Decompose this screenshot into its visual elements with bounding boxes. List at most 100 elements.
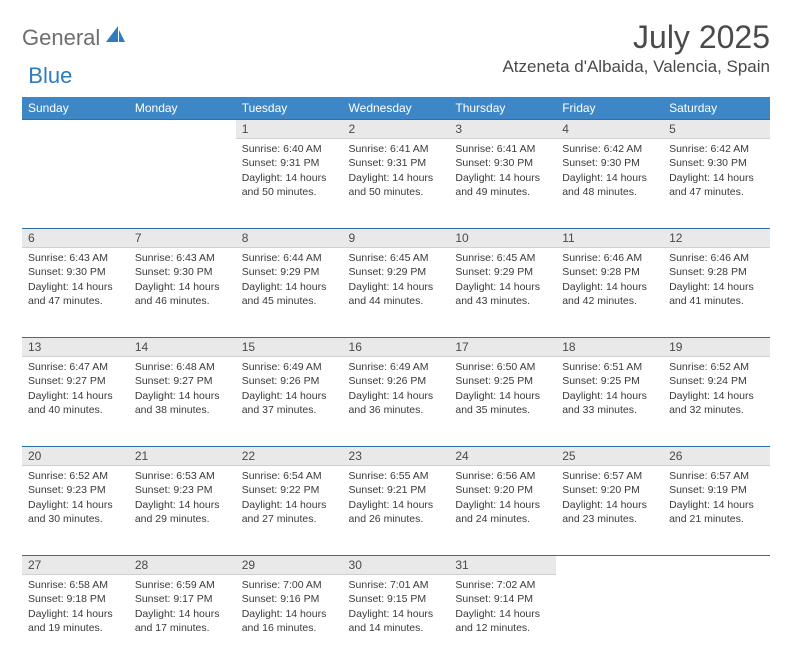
daynum-row: 20212223242526 — [22, 447, 770, 466]
day-cell: Sunrise: 6:40 AMSunset: 9:31 PMDaylight:… — [236, 139, 343, 229]
day-number: 11 — [556, 229, 663, 247]
day-details: Sunrise: 6:42 AMSunset: 9:30 PMDaylight:… — [663, 139, 770, 205]
day-details: Sunrise: 6:51 AMSunset: 9:25 PMDaylight:… — [556, 357, 663, 423]
day-cell: Sunrise: 6:45 AMSunset: 9:29 PMDaylight:… — [449, 248, 556, 338]
day-details: Sunrise: 6:55 AMSunset: 9:21 PMDaylight:… — [343, 466, 450, 532]
day-cell: Sunrise: 6:49 AMSunset: 9:26 PMDaylight:… — [343, 357, 450, 447]
day-details — [663, 575, 770, 584]
calendar-table: Sunday Monday Tuesday Wednesday Thursday… — [22, 97, 770, 665]
weekday-header-row: Sunday Monday Tuesday Wednesday Thursday… — [22, 97, 770, 120]
day-number: 27 — [22, 556, 129, 574]
day-number: 13 — [22, 338, 129, 356]
daynum-cell: 10 — [449, 229, 556, 248]
day-number: 17 — [449, 338, 556, 356]
day-cell: Sunrise: 6:46 AMSunset: 9:28 PMDaylight:… — [556, 248, 663, 338]
daynum-row: 2728293031 — [22, 556, 770, 575]
day-details: Sunrise: 6:52 AMSunset: 9:23 PMDaylight:… — [22, 466, 129, 532]
day-cell: Sunrise: 7:00 AMSunset: 9:16 PMDaylight:… — [236, 575, 343, 665]
day-details: Sunrise: 7:02 AMSunset: 9:14 PMDaylight:… — [449, 575, 556, 641]
day-cell: Sunrise: 6:56 AMSunset: 9:20 PMDaylight:… — [449, 466, 556, 556]
day-number: 9 — [343, 229, 450, 247]
daynum-cell: 18 — [556, 338, 663, 357]
day-cell: Sunrise: 6:43 AMSunset: 9:30 PMDaylight:… — [129, 248, 236, 338]
day-details — [22, 139, 129, 148]
day-details: Sunrise: 7:00 AMSunset: 9:16 PMDaylight:… — [236, 575, 343, 641]
daynum-cell: 24 — [449, 447, 556, 466]
daynum-cell: 31 — [449, 556, 556, 575]
day-details: Sunrise: 6:43 AMSunset: 9:30 PMDaylight:… — [129, 248, 236, 314]
logo-sail-icon — [104, 24, 126, 51]
day-details: Sunrise: 6:43 AMSunset: 9:30 PMDaylight:… — [22, 248, 129, 314]
day-details: Sunrise: 6:41 AMSunset: 9:31 PMDaylight:… — [343, 139, 450, 205]
day-number: 18 — [556, 338, 663, 356]
daynum-cell: 23 — [343, 447, 450, 466]
day-cell: Sunrise: 6:42 AMSunset: 9:30 PMDaylight:… — [663, 139, 770, 229]
day-details: Sunrise: 6:44 AMSunset: 9:29 PMDaylight:… — [236, 248, 343, 314]
weekday-header: Tuesday — [236, 97, 343, 120]
week-row: Sunrise: 6:58 AMSunset: 9:18 PMDaylight:… — [22, 575, 770, 665]
daynum-cell: 17 — [449, 338, 556, 357]
weekday-header: Thursday — [449, 97, 556, 120]
daynum-row: 6789101112 — [22, 229, 770, 248]
logo-text-general: General — [22, 25, 100, 51]
day-details — [129, 139, 236, 148]
day-number: 21 — [129, 447, 236, 465]
daynum-cell: 3 — [449, 120, 556, 139]
day-cell: Sunrise: 6:59 AMSunset: 9:17 PMDaylight:… — [129, 575, 236, 665]
day-number: 31 — [449, 556, 556, 574]
daynum-cell: 1 — [236, 120, 343, 139]
daynum-cell: 11 — [556, 229, 663, 248]
daynum-cell: 2 — [343, 120, 450, 139]
daynum-cell: 9 — [343, 229, 450, 248]
daynum-cell: 27 — [22, 556, 129, 575]
calendar-body: 12345Sunrise: 6:40 AMSunset: 9:31 PMDayl… — [22, 120, 770, 665]
daynum-cell — [663, 556, 770, 575]
daynum-cell: 4 — [556, 120, 663, 139]
daynum-cell: 15 — [236, 338, 343, 357]
day-number: 3 — [449, 120, 556, 138]
week-row: Sunrise: 6:52 AMSunset: 9:23 PMDaylight:… — [22, 466, 770, 556]
daynum-cell — [556, 556, 663, 575]
day-number: 24 — [449, 447, 556, 465]
daynum-cell: 13 — [22, 338, 129, 357]
weekday-header: Wednesday — [343, 97, 450, 120]
day-cell — [663, 575, 770, 665]
day-details: Sunrise: 6:57 AMSunset: 9:19 PMDaylight:… — [663, 466, 770, 532]
day-details: Sunrise: 6:48 AMSunset: 9:27 PMDaylight:… — [129, 357, 236, 423]
weekday-header: Monday — [129, 97, 236, 120]
week-row: Sunrise: 6:40 AMSunset: 9:31 PMDaylight:… — [22, 139, 770, 229]
daynum-cell: 21 — [129, 447, 236, 466]
day-cell: Sunrise: 6:46 AMSunset: 9:28 PMDaylight:… — [663, 248, 770, 338]
daynum-cell: 30 — [343, 556, 450, 575]
day-cell: Sunrise: 6:52 AMSunset: 9:24 PMDaylight:… — [663, 357, 770, 447]
day-cell: Sunrise: 6:45 AMSunset: 9:29 PMDaylight:… — [343, 248, 450, 338]
day-cell: Sunrise: 6:53 AMSunset: 9:23 PMDaylight:… — [129, 466, 236, 556]
day-number: 8 — [236, 229, 343, 247]
day-details: Sunrise: 6:53 AMSunset: 9:23 PMDaylight:… — [129, 466, 236, 532]
day-details: Sunrise: 6:42 AMSunset: 9:30 PMDaylight:… — [556, 139, 663, 205]
page: General July 2025 Atzeneta d'Albaida, Va… — [0, 0, 792, 612]
day-cell: Sunrise: 6:47 AMSunset: 9:27 PMDaylight:… — [22, 357, 129, 447]
day-number: 7 — [129, 229, 236, 247]
day-cell — [556, 575, 663, 665]
day-cell: Sunrise: 6:42 AMSunset: 9:30 PMDaylight:… — [556, 139, 663, 229]
daynum-cell: 12 — [663, 229, 770, 248]
day-cell — [129, 139, 236, 229]
daynum-cell: 5 — [663, 120, 770, 139]
day-cell — [22, 139, 129, 229]
day-cell: Sunrise: 6:49 AMSunset: 9:26 PMDaylight:… — [236, 357, 343, 447]
day-details: Sunrise: 6:56 AMSunset: 9:20 PMDaylight:… — [449, 466, 556, 532]
day-cell: Sunrise: 6:57 AMSunset: 9:19 PMDaylight:… — [663, 466, 770, 556]
day-cell: Sunrise: 6:41 AMSunset: 9:31 PMDaylight:… — [343, 139, 450, 229]
daynum-cell — [129, 120, 236, 139]
day-number: 26 — [663, 447, 770, 465]
day-details — [556, 575, 663, 584]
day-details: Sunrise: 6:57 AMSunset: 9:20 PMDaylight:… — [556, 466, 663, 532]
day-number: 22 — [236, 447, 343, 465]
day-cell: Sunrise: 6:54 AMSunset: 9:22 PMDaylight:… — [236, 466, 343, 556]
day-number: 19 — [663, 338, 770, 356]
day-cell: Sunrise: 6:50 AMSunset: 9:25 PMDaylight:… — [449, 357, 556, 447]
day-details: Sunrise: 6:59 AMSunset: 9:17 PMDaylight:… — [129, 575, 236, 641]
day-number: 30 — [343, 556, 450, 574]
day-cell: Sunrise: 6:51 AMSunset: 9:25 PMDaylight:… — [556, 357, 663, 447]
